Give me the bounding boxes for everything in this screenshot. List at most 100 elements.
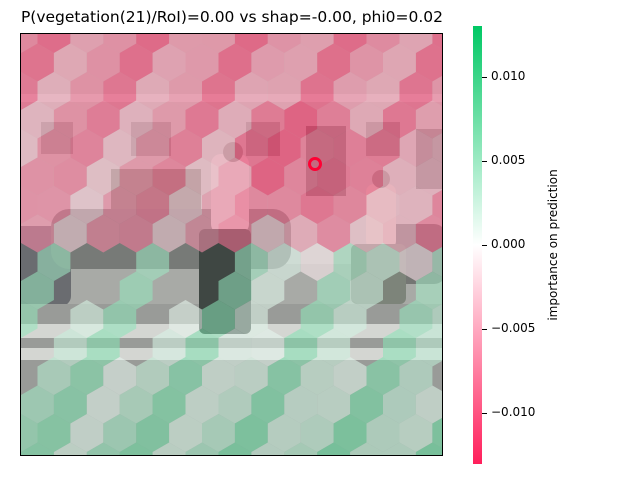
hex-cell xyxy=(218,271,252,310)
colorbar xyxy=(473,26,482,464)
hex-cell xyxy=(37,34,71,53)
hex-cell xyxy=(399,243,433,281)
chart-title: P(vegetation(21)/RoI)=0.00 vs shap=-0.00… xyxy=(20,8,444,26)
hex-cell xyxy=(37,186,71,224)
hex-cell xyxy=(169,72,202,110)
hex-cell xyxy=(251,385,285,424)
hex-cell xyxy=(383,43,416,82)
hex-cell xyxy=(86,43,120,82)
hex-cell xyxy=(202,357,235,395)
hex-cell xyxy=(103,129,137,167)
hex-cell xyxy=(350,271,383,310)
hex-cell xyxy=(103,300,137,338)
hex-cell xyxy=(136,34,170,53)
hex-cell xyxy=(169,34,202,53)
hex-cell xyxy=(366,357,400,395)
hex-cell xyxy=(234,414,268,452)
hex-cell xyxy=(251,328,285,367)
hex-cell xyxy=(350,43,383,82)
hex-cell xyxy=(37,72,71,110)
hex-cell xyxy=(86,442,120,455)
hex-cell xyxy=(284,214,318,253)
hex-cell xyxy=(415,271,442,310)
hex-cell xyxy=(218,385,252,424)
hex-cell xyxy=(152,442,186,455)
hex-cell xyxy=(383,100,416,139)
hex-cell xyxy=(136,414,170,452)
hex-cell xyxy=(415,157,442,196)
roi-marker xyxy=(308,157,322,171)
hex-cell xyxy=(86,157,120,196)
hex-cell xyxy=(234,186,268,224)
hex-cell xyxy=(317,271,351,310)
hex-cell xyxy=(37,357,71,395)
hex-cell xyxy=(103,186,137,224)
hex-cell xyxy=(383,157,416,196)
hex-cell xyxy=(185,214,219,253)
hex-cell xyxy=(86,214,120,253)
hex-cell xyxy=(169,186,202,224)
hex-cell xyxy=(350,100,383,139)
hex-cell xyxy=(399,72,433,110)
hex-cell xyxy=(234,129,268,167)
hex-cell xyxy=(53,442,87,455)
hex-cell xyxy=(350,442,383,455)
hex-cell xyxy=(251,214,285,253)
hex-cell xyxy=(218,328,252,367)
hex-cell xyxy=(267,34,301,53)
hex-cell xyxy=(300,414,334,452)
hex-cell xyxy=(21,100,54,139)
hex-cell xyxy=(267,357,301,395)
hex-cell xyxy=(185,328,219,367)
hex-cell xyxy=(103,34,137,53)
hex-cell xyxy=(366,129,400,167)
hex-cell xyxy=(415,385,442,424)
hex-cell xyxy=(185,442,219,455)
hex-cell xyxy=(70,300,104,338)
hex-cell xyxy=(399,129,433,167)
hex-cell xyxy=(37,414,71,452)
hex-cell xyxy=(317,157,351,196)
hex-cell xyxy=(333,72,367,110)
hex-cell xyxy=(432,303,442,335)
hex-cell xyxy=(70,129,104,167)
hex-cell xyxy=(300,186,334,224)
hex-cell xyxy=(53,43,87,82)
hex-cell xyxy=(185,385,219,424)
hex-cell xyxy=(21,157,54,196)
hex-cell xyxy=(267,414,301,452)
hex-cell xyxy=(350,385,383,424)
hex-cell xyxy=(119,43,153,82)
hex-cell xyxy=(234,300,268,338)
hex-cell xyxy=(86,385,120,424)
hex-cell xyxy=(399,34,433,53)
hex-cell xyxy=(432,34,442,50)
hex-cell xyxy=(300,300,334,338)
hex-cell xyxy=(169,300,202,338)
hex-cell xyxy=(333,243,367,281)
hex-cell xyxy=(366,186,400,224)
hex-cell xyxy=(366,72,400,110)
hex-cell xyxy=(202,72,235,110)
hex-cell xyxy=(432,189,442,221)
hex-cell xyxy=(218,157,252,196)
hex-cell xyxy=(284,442,318,455)
hex-cell xyxy=(284,43,318,82)
hex-cell xyxy=(70,414,104,452)
hex-cell xyxy=(415,442,442,455)
colorbar-tick-label: 0.010 xyxy=(491,68,526,83)
hex-cell xyxy=(251,157,285,196)
hex-cell xyxy=(251,43,285,82)
hex-cell xyxy=(21,300,38,338)
colorbar-tick-label: 0.000 xyxy=(491,237,526,251)
hex-cell xyxy=(202,34,235,53)
hex-cell xyxy=(267,129,301,167)
hex-cell xyxy=(202,186,235,224)
hex-cell xyxy=(234,72,268,110)
hex-cell xyxy=(202,414,235,452)
hex-cell xyxy=(218,442,252,455)
hex-cell xyxy=(366,243,400,281)
hex-cell xyxy=(86,100,120,139)
colorbar-tick-label: −0.010 xyxy=(491,405,536,420)
hex-cell xyxy=(21,34,38,53)
